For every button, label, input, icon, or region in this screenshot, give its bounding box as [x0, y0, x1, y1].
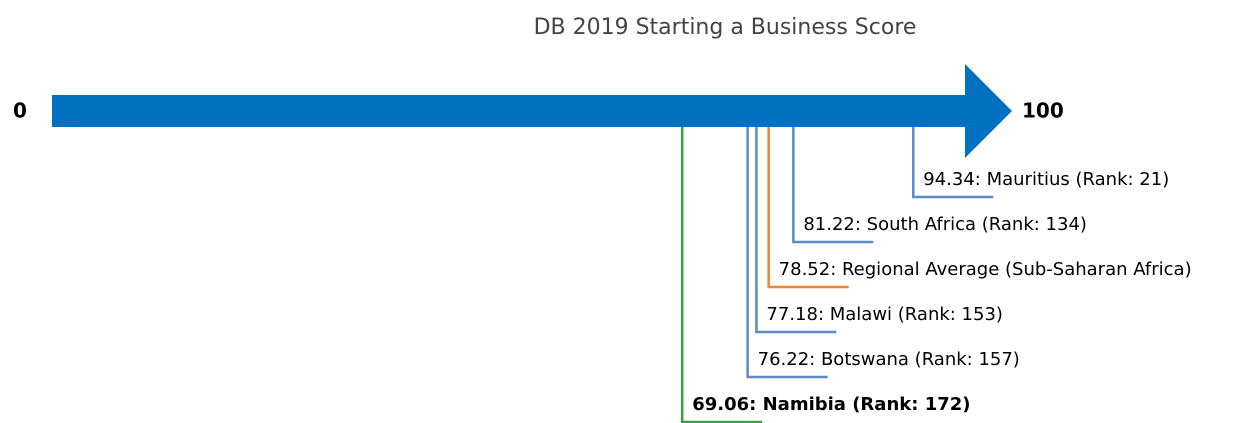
marker-line	[767, 127, 849, 289]
value-label: 78.52: Regional Average (Sub-Saharan Afr…	[779, 259, 1192, 280]
value-label: 77.18: Malawi (Rank: 153)	[766, 304, 1003, 325]
marker-line	[746, 127, 828, 379]
value-label: 94.34: Mauritius (Rank: 21)	[923, 169, 1169, 190]
chart-title: DB 2019 Starting a Business Score	[534, 15, 917, 40]
marker-line	[792, 127, 874, 244]
value-label: 81.22: South Africa (Rank: 134)	[803, 214, 1087, 235]
x-tick-label: 100	[1022, 99, 1064, 123]
marker-line	[680, 127, 763, 423]
marker-line	[912, 127, 994, 199]
arrow-head	[965, 64, 1012, 158]
arrow-body	[52, 95, 965, 127]
marker-line	[755, 127, 837, 334]
value-label: 69.06: Namibia (Rank: 172)	[692, 394, 970, 415]
x-tick-label: 0	[13, 99, 27, 123]
value-label: 76.22: Botswana (Rank: 157)	[758, 349, 1020, 370]
